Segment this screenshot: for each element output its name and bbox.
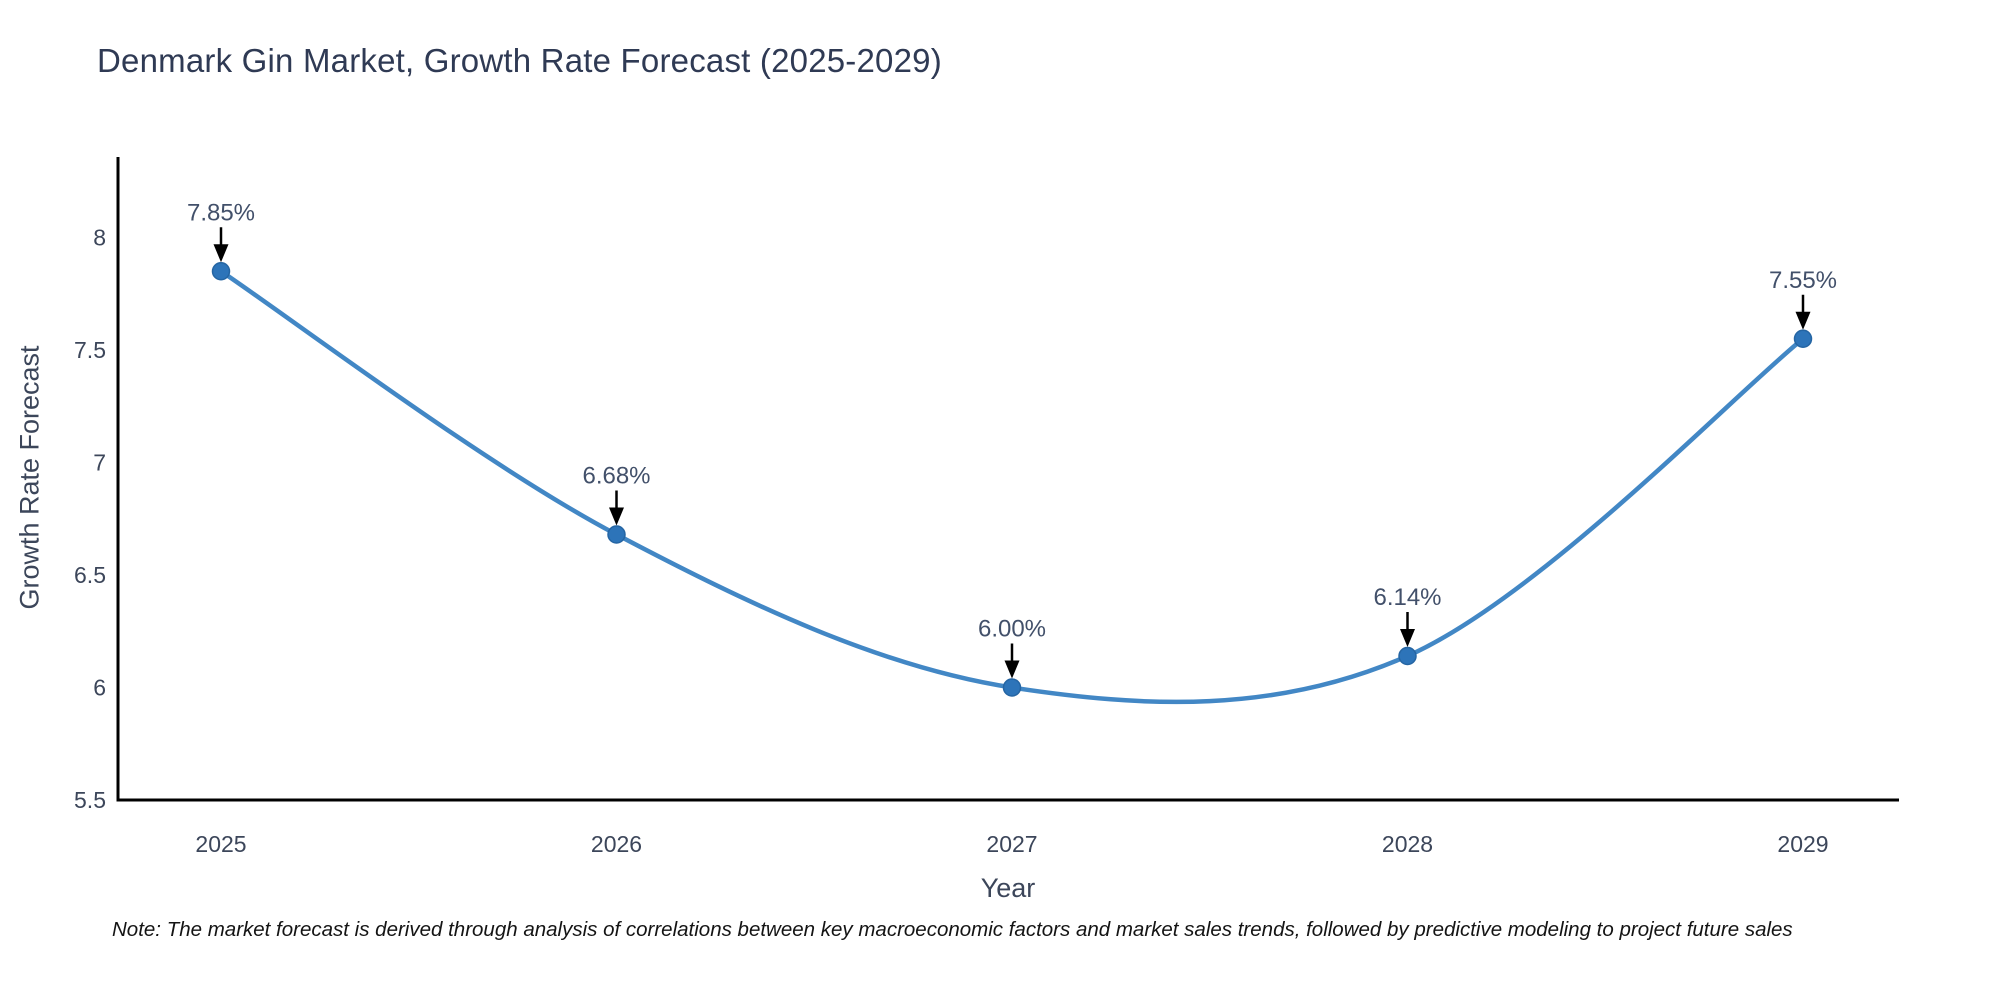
x-tick-label: 2026 bbox=[591, 831, 642, 857]
chart-title: Denmark Gin Market, Growth Rate Forecast… bbox=[97, 42, 942, 79]
point-value-label: 6.14% bbox=[1373, 584, 1441, 611]
x-tick-label: 2028 bbox=[1382, 831, 1433, 857]
point-value-label: 6.00% bbox=[978, 616, 1046, 643]
x-tick-label: 2025 bbox=[195, 831, 246, 857]
y-tick-label: 6.5 bbox=[74, 562, 106, 588]
y-tick-label: 5.5 bbox=[74, 787, 106, 813]
y-axis-title: Growth Rate Forecast bbox=[14, 345, 45, 610]
annotation-arrow-head bbox=[213, 244, 229, 263]
y-tick-label: 8 bbox=[93, 225, 106, 251]
y-tick-label: 6 bbox=[93, 675, 106, 701]
data-point-marker bbox=[1793, 329, 1813, 348]
point-value-label: 7.85% bbox=[187, 199, 255, 226]
data-point-marker bbox=[607, 525, 626, 544]
annotation-arrow-head bbox=[1400, 629, 1415, 647]
y-tick-label: 7.5 bbox=[74, 337, 106, 363]
x-tick-label: 2027 bbox=[986, 831, 1037, 857]
point-value-label: 7.55% bbox=[1769, 267, 1837, 294]
x-tick-label: 2029 bbox=[1777, 831, 1828, 857]
data-point-marker bbox=[211, 262, 231, 281]
annotation-arrow-head bbox=[609, 507, 624, 526]
data-point-marker bbox=[1002, 678, 1022, 697]
footnote: Note: The market forecast is derived thr… bbox=[112, 918, 1793, 941]
annotation-arrow-head bbox=[1004, 660, 1020, 679]
axis-spines bbox=[116, 157, 1899, 802]
x-axis-title: Year bbox=[980, 873, 1036, 903]
y-tick-label: 7 bbox=[93, 450, 106, 476]
point-value-label: 6.68% bbox=[582, 463, 650, 490]
data-point-marker bbox=[1398, 646, 1417, 666]
annotation-arrow-head bbox=[1795, 311, 1811, 330]
